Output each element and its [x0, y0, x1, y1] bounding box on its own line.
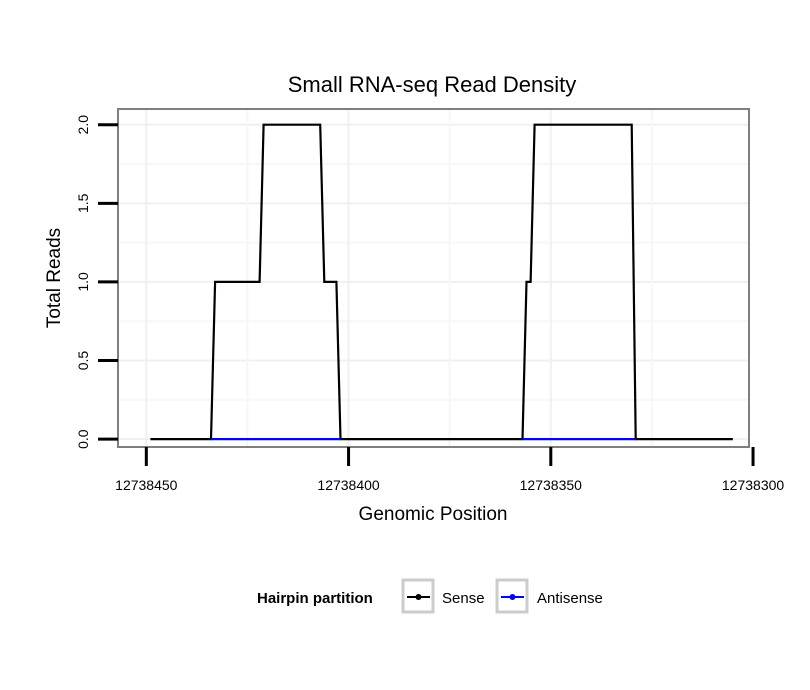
x-tick-label-2: 12738350 — [520, 477, 583, 493]
legend-title: Hairpin partition — [257, 590, 373, 607]
legend-point-sense — [415, 594, 422, 600]
y-axis-title: Total Reads — [44, 228, 65, 328]
x-axis-title: Genomic Position — [359, 504, 508, 525]
x-axis-ticks: 12738450 12738400 12738350 12738300 — [115, 447, 784, 493]
legend-point-antisense — [509, 594, 516, 600]
y-tick-label-1: 0.5 — [75, 351, 91, 371]
chart-title: Small RNA-seq Read Density — [288, 72, 577, 97]
series-layer — [150, 123, 733, 441]
y-tick-label-4: 2.0 — [75, 115, 91, 135]
y-tick-label-2: 1.0 — [75, 272, 91, 292]
legend: Hairpin partition Sense Antisense — [257, 578, 603, 614]
y-tick-label-0: 0.0 — [75, 429, 91, 449]
x-tick-label-3: 12738300 — [722, 477, 785, 493]
grid — [118, 109, 749, 447]
x-tick-label-1: 12738400 — [317, 477, 380, 493]
legend-label-antisense: Antisense — [537, 590, 603, 607]
plot-border — [117, 108, 750, 448]
y-tick-label-3: 1.5 — [75, 193, 91, 213]
x-tick-label-0: 12738450 — [115, 477, 178, 493]
y-axis-ticks: 0.0 0.5 1.0 1.5 2.0 — [75, 115, 118, 449]
legend-label-sense: Sense — [442, 590, 485, 607]
plot-background — [118, 109, 749, 447]
series-line-sense — [150, 123, 733, 441]
